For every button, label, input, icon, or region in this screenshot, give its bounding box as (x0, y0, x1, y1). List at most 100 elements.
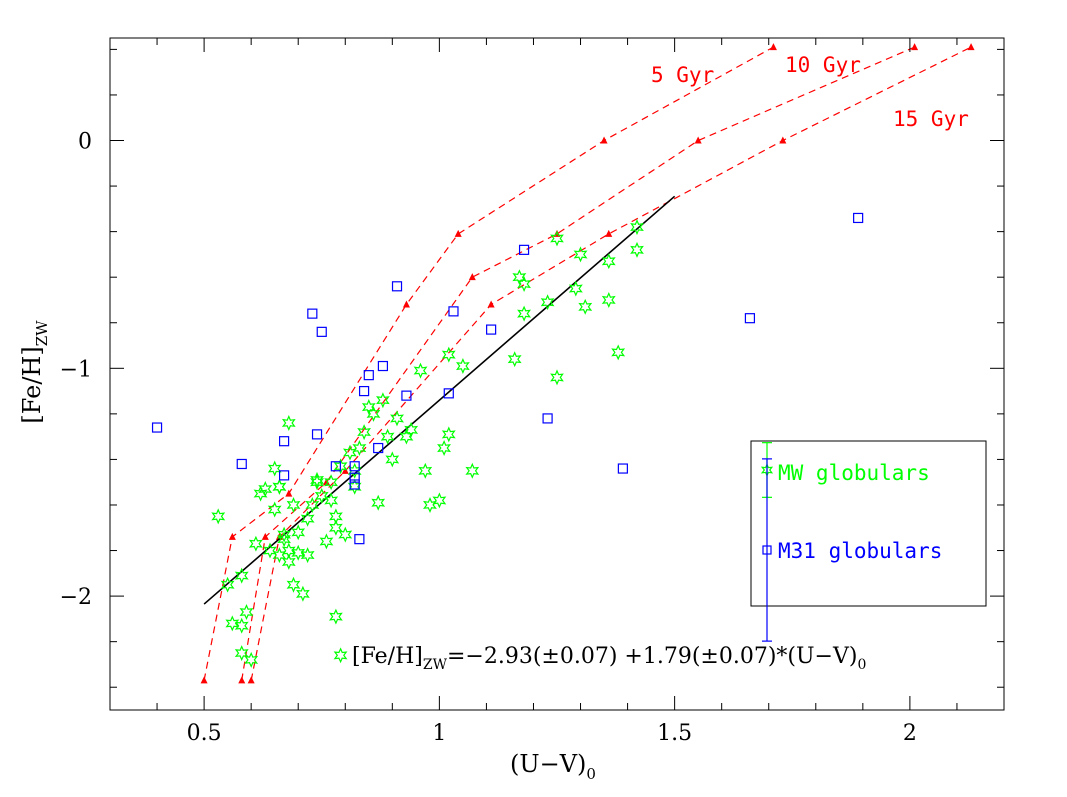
m31-globular-point (349, 479, 360, 490)
isochrone-marker (341, 466, 349, 474)
m31-globular-point (278, 470, 290, 481)
x-axis-label-main: (U−V) (510, 750, 586, 778)
fit-equation: [Fe/H]ZW=−2.93(±0.07) +1.79(±0.07)*(U−V)… (352, 644, 866, 673)
isochrone-marker (228, 532, 236, 540)
mw-globular-point (385, 451, 400, 468)
x-axis-label-sub: 0 (586, 765, 596, 783)
mw-globular-point (305, 497, 320, 513)
mw-globular-point (441, 346, 456, 363)
mw-globular-point (314, 487, 329, 504)
y-axis-label-main: [Fe/H] (18, 346, 46, 423)
mw-globular-point (263, 542, 277, 559)
m31-globular-point (853, 212, 864, 224)
mw-globular-point (352, 439, 367, 457)
isochrone-marker (487, 300, 495, 308)
y-tick-label: −1 (60, 357, 92, 382)
isochrone-label-5gyr: 5 Gyr (651, 63, 714, 87)
mw-globular-point (357, 424, 371, 441)
y-tick-label: −2 (60, 585, 92, 610)
mw-globular-point (630, 219, 644, 236)
x-tick-label: 0.5 (187, 721, 222, 746)
mw-globular-point (333, 458, 348, 475)
isochrone-marker (468, 273, 476, 281)
mw-globular-point (277, 531, 291, 548)
fit-line-layer (203, 195, 676, 605)
isochrone-marker (402, 300, 410, 308)
legend-box (750, 440, 987, 607)
legend-square-marker (762, 545, 772, 555)
mw-globular-point (601, 253, 616, 270)
mw-globular-point (550, 230, 564, 247)
mw-globular-point (324, 474, 339, 491)
m31-globular-point (151, 422, 163, 433)
isochrone-marker (247, 676, 255, 684)
y-axis-label: [Fe/H]ZW (18, 320, 51, 424)
mw-globular-point (347, 478, 362, 495)
m31-globular-point (349, 472, 360, 483)
mw-globular-point (319, 533, 334, 550)
m31-globular-point (518, 244, 530, 255)
mw-globular-point (234, 567, 249, 584)
plot-frame (109, 37, 1005, 711)
mw-globular-point (267, 460, 282, 477)
m31-globular-point (316, 326, 327, 337)
mw-globular-point (328, 608, 343, 625)
mw-globular-point (333, 647, 348, 664)
mw-globular-point (423, 497, 437, 513)
m31-globular-point (307, 308, 318, 319)
mw-globular-point (380, 428, 395, 445)
mw-globular-point (328, 519, 343, 536)
mw-globular-point (272, 478, 287, 495)
mw-globular-point (234, 617, 249, 634)
y-tick-label: 0 (78, 130, 92, 155)
mw-globular-point (568, 280, 583, 297)
mw-globular-point (573, 246, 588, 263)
legend: MW globulars M31 globulars (750, 440, 987, 642)
m31-globular-point (311, 429, 323, 440)
x-axis-label: (U−V)0 (510, 750, 596, 783)
mw-globular-point (310, 471, 324, 488)
isochrone-label-15gyr: 15 Gyr (893, 107, 969, 131)
mw-globular-point (550, 369, 564, 386)
legend-markers (760, 442, 774, 642)
m31-globular-point (354, 534, 365, 545)
mw-globular-point (277, 526, 291, 543)
m31-globular-point (391, 281, 403, 292)
mw-globular-point (432, 492, 447, 509)
mw-globular-point (376, 392, 390, 409)
isochrone-label-10gyr: 10 Gyr (785, 53, 861, 77)
x-tick-label: 1.5 (657, 721, 692, 746)
mw-globular-point (540, 294, 555, 311)
isochrone-marker (322, 478, 330, 486)
mw-globular-point (343, 444, 357, 461)
isochrone-marker (911, 43, 919, 51)
mw-globular-point (437, 440, 451, 456)
mw-globular-point (517, 305, 531, 322)
mw-globular-point (267, 501, 282, 518)
isochrone-marker (779, 136, 787, 144)
mw-globular-point (281, 542, 296, 559)
mw-globular-point (413, 362, 428, 379)
mw-globular-point (456, 357, 470, 375)
m31-globular-point (443, 388, 454, 399)
mw-globular-point (517, 276, 531, 292)
mw-globular-point (239, 604, 254, 620)
legend-label-m31: M31 globulars (778, 539, 942, 563)
mw-globular-point (300, 547, 315, 564)
mw-globular-point (418, 462, 433, 479)
mw-globular-point (512, 269, 527, 286)
mw-globular-point (366, 405, 381, 422)
fit-equation-rhs: =−2.93(±0.07) +1.79(±0.07)*(U−V) (447, 644, 857, 669)
isochrone-marker (454, 229, 462, 237)
mw-globular-point (291, 524, 306, 541)
isochrone-marker (694, 136, 702, 144)
mw-globular-point (286, 576, 301, 593)
mw-globular-point (220, 576, 235, 593)
isochrone-marker (967, 43, 975, 51)
mw-globular-point (404, 421, 419, 438)
mw-globular-point (244, 651, 259, 668)
isochrone-marker (261, 532, 269, 540)
isochrone-marker (769, 43, 777, 51)
mw-globular-point (578, 298, 593, 315)
